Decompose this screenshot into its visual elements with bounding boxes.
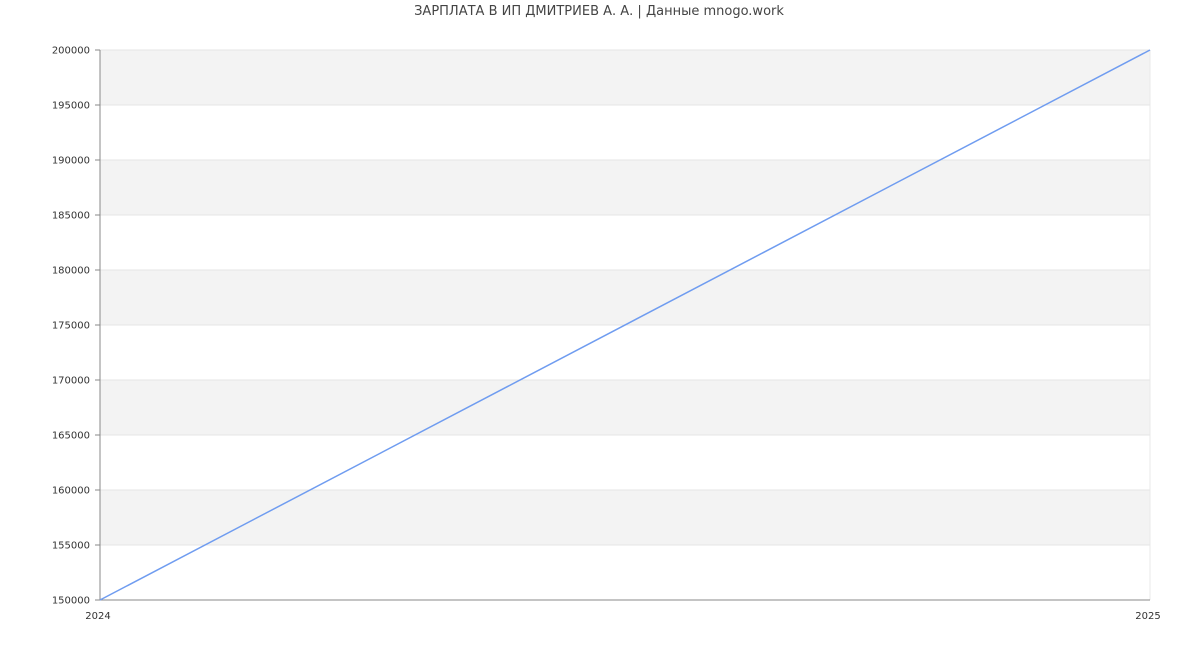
grid-band [100,490,1150,545]
chart-title: ЗАРПЛАТА В ИП ДМИТРИЕВ А. А. | Данные mn… [414,4,784,19]
grid-band [100,380,1150,435]
y-tick-label: 200000 [52,46,90,57]
x-tick-label: 2025 [1135,611,1160,622]
y-tick-label: 160000 [52,486,90,497]
y-tick-label: 180000 [52,266,90,277]
y-tick-label: 185000 [52,211,90,222]
grid-band [100,160,1150,215]
y-tick-label: 175000 [52,321,90,332]
y-tick-label: 165000 [52,431,90,442]
y-tick-label: 150000 [52,596,90,607]
grid-band [100,270,1150,325]
y-tick-label: 170000 [52,376,90,387]
x-tick-label: 2024 [85,611,110,622]
y-tick-label: 155000 [52,541,90,552]
series-line [99,49,1151,601]
grid-band [100,50,1150,105]
y-tick-label: 190000 [52,156,90,167]
y-tick-label: 195000 [52,101,90,112]
